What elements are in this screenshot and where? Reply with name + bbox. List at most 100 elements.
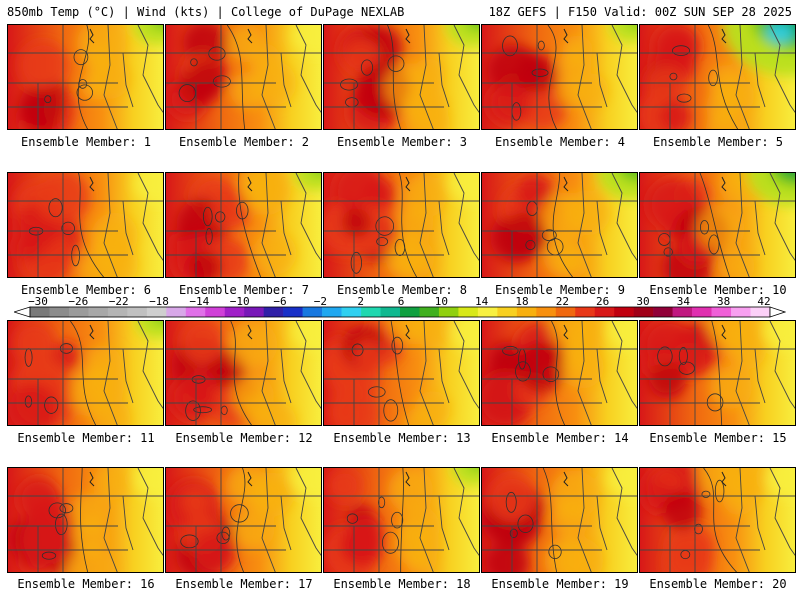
colorbar-tick-label: 30	[636, 295, 650, 308]
ensemble-map-panel	[323, 24, 480, 130]
temperature-map	[640, 25, 795, 129]
colorbar-swatch	[400, 307, 420, 317]
temperature-map	[324, 173, 479, 277]
colorbar-swatch	[302, 307, 323, 317]
colorbar-tick-label: 10	[434, 295, 448, 308]
ensemble-map-panel	[639, 320, 796, 426]
colorbar-swatch	[49, 307, 70, 317]
colorbar-tick-label: 22	[555, 295, 569, 308]
temperature-map	[482, 468, 637, 572]
ensemble-member-label: Ensemble Member: 19	[491, 577, 629, 591]
colorbar-swatch	[477, 307, 498, 317]
colorbar-swatch	[555, 307, 576, 317]
temperature-map	[324, 321, 479, 425]
ensemble-map-panel	[639, 467, 796, 573]
ensemble-map-panel	[639, 24, 796, 130]
colorbar-swatch	[88, 307, 109, 317]
colorbar-tick-label: 2	[357, 295, 364, 308]
ensemble-member-label: Ensemble Member: 3	[336, 135, 468, 149]
ensemble-map-panel	[165, 172, 322, 278]
colorbar-swatch	[575, 307, 596, 317]
colorbar-swatch	[224, 307, 245, 317]
ensemble-map-panel	[323, 320, 480, 426]
ensemble-map-panel	[481, 24, 638, 130]
ensemble-member-label: Ensemble Member: 9	[494, 283, 626, 297]
temperature-map	[8, 25, 163, 129]
colorbar-swatch	[263, 307, 284, 317]
ensemble-map-panel	[323, 172, 480, 278]
colorbar-swatch	[244, 307, 264, 317]
ensemble-map-panel	[165, 24, 322, 130]
colorbar-tick-label: 6	[397, 295, 405, 308]
temperature-map	[8, 173, 163, 277]
ensemble-member-label: Ensemble Member: 10	[649, 283, 787, 297]
colorbar-tick-label: 18	[515, 295, 529, 308]
colorbar-swatch	[30, 307, 50, 317]
colorbar-swatch	[672, 307, 693, 317]
colorbar-swatch	[633, 307, 654, 317]
colorbar-swatch	[750, 307, 771, 317]
colorbar-swatch	[322, 307, 342, 317]
colorbar-swatch	[731, 307, 751, 317]
temperature-map	[8, 468, 163, 572]
colorbar-swatch	[127, 307, 148, 317]
colorbar-swatch	[361, 307, 381, 317]
temperature-map	[166, 468, 321, 572]
temperature-map	[482, 321, 637, 425]
colorbar-tick-label: −22	[108, 295, 129, 308]
colorbar-swatch	[419, 307, 440, 317]
colorbar-tick-label: 42	[757, 295, 771, 308]
colorbar-swatch	[68, 307, 89, 317]
colorbar-tick-label: −6	[273, 295, 287, 308]
temperature-map	[324, 25, 479, 129]
ensemble-member-label: Ensemble Member: 12	[175, 431, 313, 445]
colorbar-swatch	[594, 307, 615, 317]
colorbar-swatch	[205, 307, 226, 317]
colorbar-swatch	[146, 307, 167, 317]
ensemble-member-label: Ensemble Member: 6	[20, 283, 152, 297]
ensemble-member-label: Ensemble Member: 16	[17, 577, 155, 591]
colorbar-swatch	[516, 307, 537, 317]
ensemble-member-label: Ensemble Member: 11	[17, 431, 155, 445]
colorbar-swatch	[283, 307, 303, 317]
ensemble-member-label: Ensemble Member: 4	[494, 135, 626, 149]
colorbar-swatch	[341, 307, 362, 317]
ensemble-member-label: Ensemble Member: 2	[178, 135, 310, 149]
colorbar-swatch	[536, 307, 557, 317]
ensemble-map-panel	[165, 467, 322, 573]
temperature-map	[8, 321, 163, 425]
colorbar-swatch	[653, 307, 673, 317]
colorbar-swatch	[166, 307, 187, 317]
temperature-map	[640, 321, 795, 425]
valid-time: 18Z GEFS | F150 Valid: 00Z SUN SEP 28 20…	[488, 5, 792, 19]
colorbar-labels: −30 −26 −22 −18 −14 −10 −6 −2 2 6 10 14 18 22 26 30 34 38…	[0, 296, 800, 308]
colorbar-tick-label: −30	[28, 295, 48, 308]
ensemble-map-panel	[481, 467, 638, 573]
ensemble-map-panel	[481, 320, 638, 426]
colorbar-tick-label: −14	[189, 295, 210, 308]
colorbar-swatch	[438, 307, 459, 317]
colorbar-swatch	[692, 307, 712, 317]
colorbar-swatch	[711, 307, 732, 317]
ensemble-member-label: Ensemble Member: 5	[652, 135, 784, 149]
colorbar-swatch	[107, 307, 128, 317]
ensemble-map-panel	[7, 467, 164, 573]
colorbar-swatch	[185, 307, 206, 317]
temperature-map	[324, 468, 479, 572]
ensemble-member-label: Ensemble Member: 15	[649, 431, 787, 445]
temperature-map	[166, 173, 321, 277]
colorbar-tick-label: 14	[475, 295, 489, 308]
ensemble-map-panel	[165, 320, 322, 426]
ensemble-member-label: Ensemble Member: 8	[336, 283, 468, 297]
colorbar-swatch	[458, 307, 479, 317]
temperature-map	[640, 468, 795, 572]
temperature-map	[482, 173, 637, 277]
ensemble-member-label: Ensemble Member: 1	[20, 135, 152, 149]
map-title: 850mb Temp (°C) | Wind (kts) | College o…	[7, 5, 405, 19]
temperature-map	[166, 321, 321, 425]
colorbar-tick-label: −18	[149, 295, 169, 308]
temperature-map	[482, 25, 637, 129]
colorbar-tick-label: −26	[68, 295, 89, 308]
ensemble-map-panel	[323, 467, 480, 573]
ensemble-map-panel	[481, 172, 638, 278]
